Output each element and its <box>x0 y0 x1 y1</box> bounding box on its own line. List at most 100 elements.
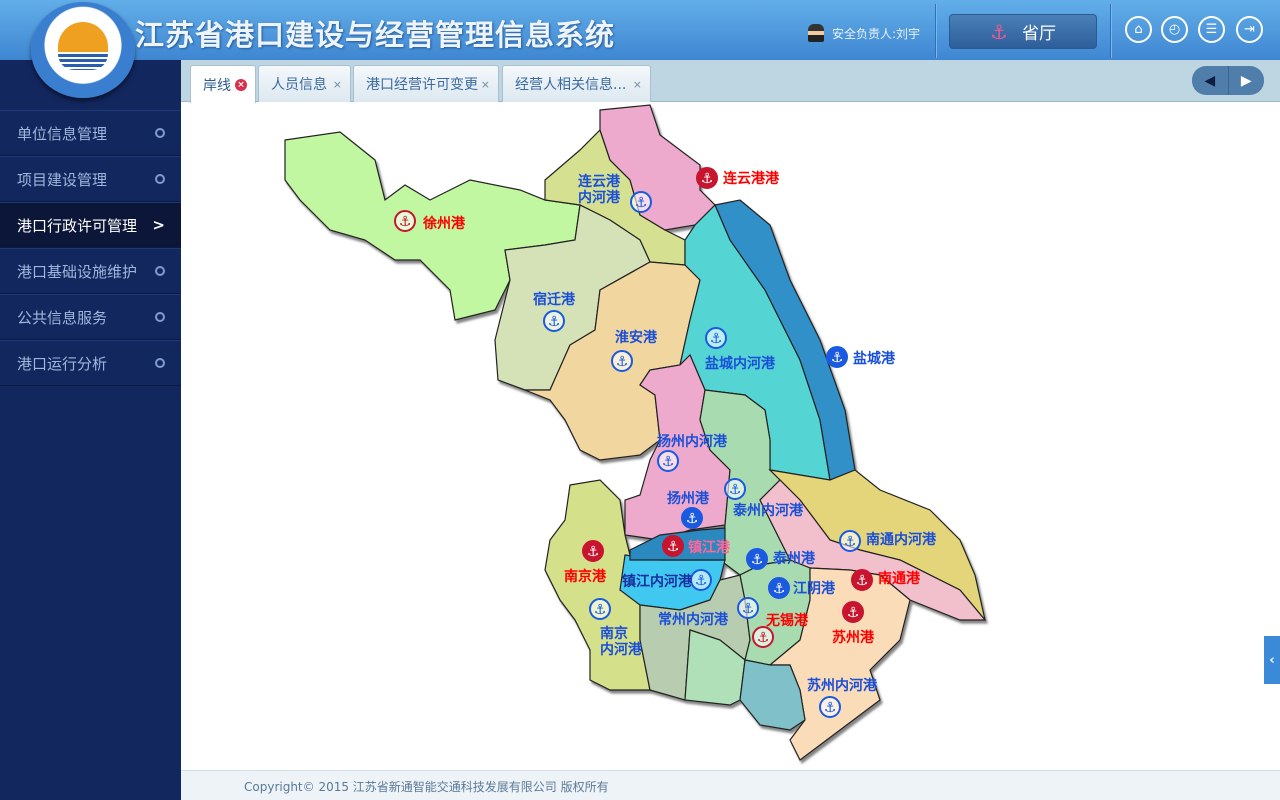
anchor-glyph: ⚓ <box>729 482 742 498</box>
anchor-icon[interactable] <box>746 548 768 570</box>
port-label[interactable]: 扬州内河港 <box>657 433 728 450</box>
tab-shoreline[interactable]: 岸线 × <box>190 65 256 103</box>
anchor-icon[interactable] <box>611 350 633 372</box>
anchor-icon[interactable] <box>842 601 864 623</box>
port-marker[interactable]: ⚓ 常州内河港 <box>658 597 759 628</box>
arrow-left-icon[interactable]: ◀ <box>1192 66 1229 95</box>
port-marker[interactable]: ⚓镇江内河港 <box>622 569 712 591</box>
port-label[interactable]: 常州内河港 <box>658 611 729 628</box>
sidebar-item-project[interactable]: 项目建设管理 <box>0 156 181 202</box>
close-icon[interactable]: × <box>235 78 247 91</box>
port-label[interactable]: 淮安港 <box>615 329 658 346</box>
anchor-icon[interactable] <box>737 597 759 619</box>
anchor-icon[interactable] <box>851 569 873 591</box>
port-label[interactable]: 泰州内河港 <box>732 502 804 519</box>
anchor-icon[interactable] <box>543 310 565 332</box>
port-marker[interactable]: ⚓ 盐城港 <box>826 346 896 368</box>
port-marker[interactable]: ⚓ 连云港港 <box>696 167 780 189</box>
sidebar-item-infrastructure[interactable]: 港口基础设施维护 <box>0 248 181 294</box>
close-icon[interactable]: × <box>332 77 342 91</box>
anchor-glyph: ⚓ <box>824 700 837 716</box>
port-marker[interactable]: ⚓ 泰州内河港 <box>724 478 804 519</box>
port-label[interactable]: 连云港内河港 <box>578 173 621 206</box>
sidebar-item-unit-info[interactable]: 单位信息管理 <box>0 110 181 156</box>
anchor-icon[interactable] <box>839 530 861 552</box>
port-label[interactable]: 盐城港 <box>853 350 896 367</box>
port-label[interactable]: 泰州港 <box>772 550 816 567</box>
collapse-panel-button[interactable]: ‹ <box>1264 636 1280 684</box>
clock-icon[interactable]: ◴ <box>1161 16 1188 43</box>
port-marker[interactable]: ⚓ 苏州港 <box>832 601 875 646</box>
sidebar-item-permit[interactable]: 港口行政许可管理 > <box>0 202 181 248</box>
region-nanjing[interactable] <box>544 479 651 691</box>
port-marker[interactable]: ⚓ 泰州港 <box>746 548 816 570</box>
sidebar-item-analysis[interactable]: 港口运行分析 <box>0 340 181 386</box>
port-label[interactable]: 苏州内河港 <box>807 677 878 694</box>
port-marker[interactable]: ⚓ 苏州内河港 <box>807 677 878 718</box>
port-label[interactable]: 南京港 <box>564 568 607 585</box>
port-marker[interactable]: ⚓ 盐城内河港 <box>705 327 776 372</box>
anchor-icon[interactable] <box>657 450 679 472</box>
port-marker[interactable]: ⚓ 连云港内河港 <box>578 173 652 213</box>
anchor-icon[interactable] <box>681 507 703 529</box>
port-label[interactable]: 盐城内河港 <box>705 355 776 372</box>
tab-permit-change[interactable]: 港口经营许可变更 × <box>353 65 499 102</box>
anchor-icon[interactable] <box>724 478 746 500</box>
port-marker[interactable]: ⚓ 宿迁港 <box>533 291 576 332</box>
anchor-icon[interactable] <box>690 569 712 591</box>
tab-personnel[interactable]: 人员信息 × <box>258 65 351 102</box>
anchor-icon[interactable] <box>589 598 611 620</box>
anchor-icon[interactable] <box>768 577 790 599</box>
province-button[interactable]: ⚓ 省厅 <box>949 14 1097 49</box>
anchor-icon[interactable] <box>826 346 848 368</box>
anchor-glyph: ⚓ <box>757 630 770 646</box>
port-marker[interactable]: ⚓ 扬州港 <box>667 490 710 529</box>
port-label[interactable]: 江阴港 <box>793 580 836 597</box>
port-label[interactable]: 宿迁港 <box>533 291 576 308</box>
anchor-glyph: ⚓ <box>695 573 708 589</box>
port-label[interactable]: 南通港 <box>878 570 921 587</box>
port-marker[interactable]: ⚓ 镇江港 <box>662 535 731 557</box>
anchor-icon[interactable] <box>752 626 774 648</box>
notepad-icon[interactable]: ☰ <box>1198 16 1225 43</box>
logout-icon[interactable]: ⇥ <box>1236 16 1263 43</box>
region-suzhou[interactable] <box>768 567 911 761</box>
region-taihu[interactable] <box>739 659 806 731</box>
port-marker[interactable]: ⚓ 扬州内河港 <box>657 433 728 472</box>
user-avatar-icon <box>808 24 824 42</box>
port-marker[interactable]: ⚓ 南通港 <box>851 569 921 591</box>
home-icon[interactable]: ⌂ <box>1125 16 1152 43</box>
port-label[interactable]: 无锡港 <box>765 612 809 629</box>
anchor-icon[interactable] <box>819 696 841 718</box>
port-marker[interactable]: ⚓ 南京内河港 <box>589 598 643 658</box>
anchor-icon[interactable] <box>630 191 652 213</box>
port-marker[interactable]: ⚓无锡港 <box>752 612 809 648</box>
port-label[interactable]: 徐州港 <box>422 215 466 232</box>
anchor-icon[interactable] <box>662 535 684 557</box>
tab-operator-info[interactable]: 经营人相关信息... × <box>502 65 651 102</box>
port-marker[interactable]: ⚓ 淮安港 <box>611 329 658 372</box>
port-marker[interactable]: ⚓ 江阴港 <box>768 577 836 599</box>
anchor-icon[interactable] <box>394 210 416 232</box>
port-marker[interactable]: ⚓ 南京港 <box>564 540 607 585</box>
port-label[interactable]: 苏州港 <box>832 629 875 646</box>
anchor-icon[interactable] <box>705 327 727 349</box>
port-label[interactable]: 镇江港 <box>688 539 731 556</box>
anchor-glyph: ⚓ <box>399 214 412 230</box>
anchor-glyph: ⚓ <box>635 195 648 211</box>
anchor-icon[interactable] <box>582 540 604 562</box>
port-label[interactable]: 连云港港 <box>723 170 780 187</box>
anchor-glyph: ⚓ <box>847 605 860 621</box>
port-marker[interactable]: ⚓ 徐州港 <box>394 210 466 232</box>
arrow-right-icon[interactable]: ▶ <box>1240 72 1252 89</box>
anchor-icon[interactable] <box>696 167 718 189</box>
port-label[interactable]: 南通内河港 <box>866 531 937 548</box>
close-icon[interactable]: × <box>632 77 642 91</box>
anchor-glyph: ⚓ <box>831 350 844 366</box>
sidebar-item-public-info[interactable]: 公共信息服务 <box>0 294 181 340</box>
port-label[interactable]: 南京内河港 <box>600 625 643 658</box>
port-marker[interactable]: ⚓ 南通内河港 <box>839 530 937 552</box>
close-icon[interactable]: × <box>480 77 490 91</box>
port-label[interactable]: 镇江内河港 <box>622 573 693 590</box>
port-label[interactable]: 扬州港 <box>667 490 710 507</box>
